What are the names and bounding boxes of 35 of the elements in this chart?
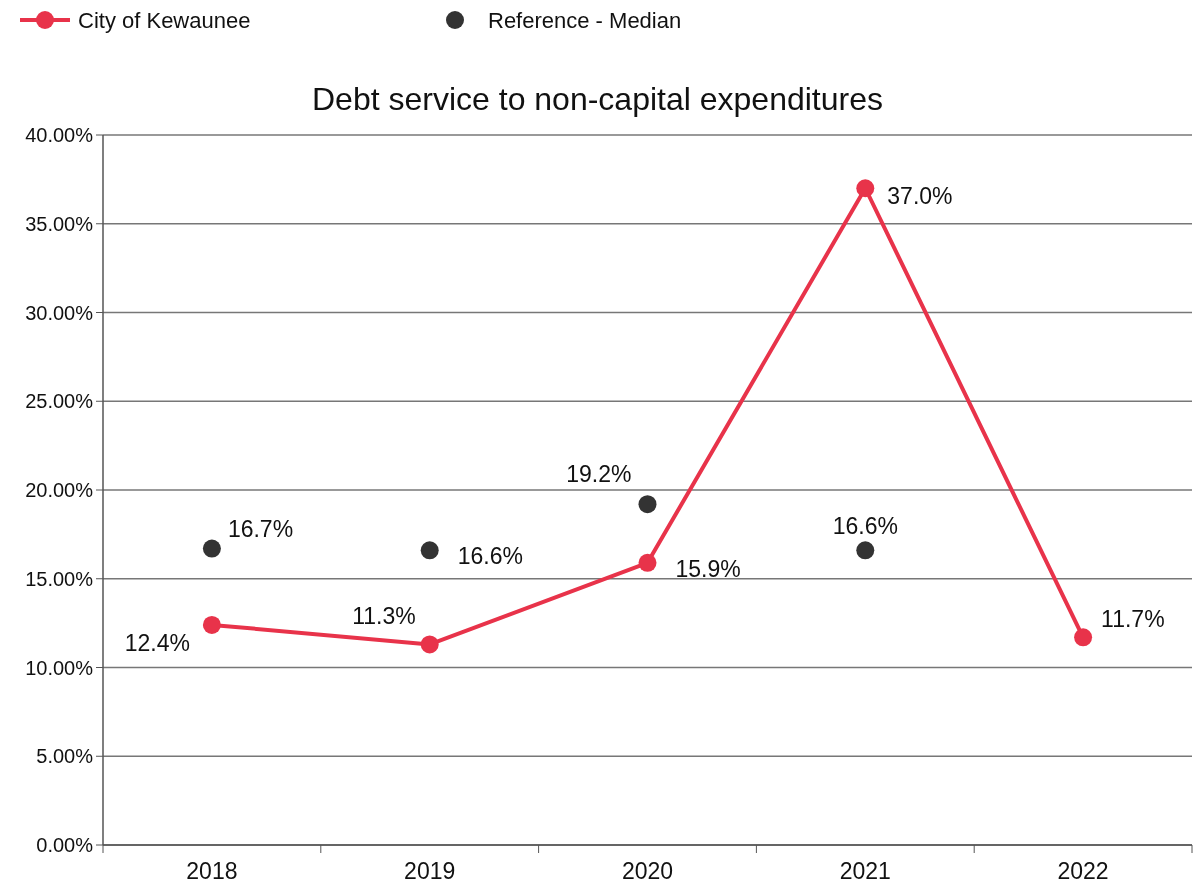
- data-label: 15.9%: [675, 555, 741, 582]
- data-label: 19.2%: [566, 461, 632, 488]
- point: [638, 553, 657, 572]
- point: [202, 539, 221, 558]
- data-label: 16.7%: [227, 515, 294, 542]
- chart-title: Debt service to non-capital expenditures: [312, 81, 883, 117]
- point: [638, 495, 657, 514]
- y-tick-label: 15.00%: [25, 567, 94, 590]
- x-tick-label: 2022: [1057, 858, 1109, 884]
- x-tick-label: 2019: [404, 858, 456, 884]
- x-tick-label: 2021: [839, 858, 891, 884]
- legend-label: Reference - Median: [488, 7, 682, 33]
- x-tick-label: 2020: [621, 858, 674, 884]
- point: [420, 635, 439, 654]
- x-tick-label: 2018: [186, 858, 238, 884]
- y-tick-label: 0.00%: [36, 834, 94, 856]
- point: [1074, 628, 1093, 647]
- point: [856, 541, 875, 560]
- legend-label: City of Kewaunee: [78, 7, 251, 33]
- point: [420, 541, 439, 560]
- data-label: 16.6%: [457, 543, 523, 570]
- y-tick-label: 35.00%: [25, 212, 94, 235]
- point: [202, 615, 221, 634]
- data-label: 11.7%: [1101, 606, 1165, 633]
- point: [856, 179, 875, 198]
- data-label: 11.3%: [352, 603, 416, 630]
- y-tick-label: 5.00%: [36, 745, 94, 768]
- y-tick-label: 30.00%: [25, 301, 94, 324]
- y-tick-label: 25.00%: [25, 390, 94, 413]
- data-label: 16.6%: [832, 513, 898, 540]
- y-tick-label: 20.00%: [25, 479, 94, 501]
- data-label: 37.0%: [887, 183, 953, 210]
- y-tick-label: 40.00%: [25, 124, 94, 146]
- data-label: 12.4%: [124, 629, 190, 656]
- y-tick-label: 10.00%: [25, 656, 94, 679]
